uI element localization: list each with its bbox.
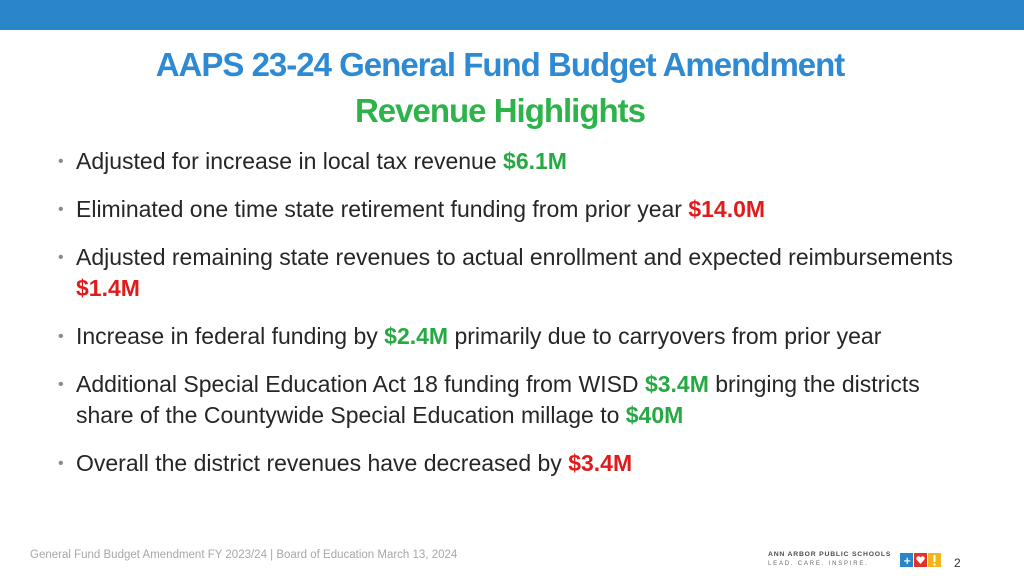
- bullet-text: Overall the district revenues have decre…: [76, 450, 569, 476]
- bullet-dot-icon: •: [58, 249, 64, 266]
- bullet-item: • Increase in federal funding by $2.4M p…: [58, 321, 958, 352]
- bullet-item: • Additional Special Education Act 18 fu…: [58, 369, 958, 431]
- footer-text: General Fund Budget Amendment FY 2023/24…: [30, 549, 458, 561]
- amount-negative: $3.4M: [568, 450, 633, 476]
- bullet-dot-icon: •: [58, 201, 64, 218]
- bullet-dot-icon: •: [58, 328, 64, 345]
- bullet-item: • Eliminated one time state retirement f…: [58, 194, 958, 225]
- bullet-text: primarily due to carryovers from prior y…: [448, 323, 882, 349]
- bullet-text: Adjusted for increase in local tax reven…: [76, 148, 504, 174]
- bullet-dot-icon: •: [58, 376, 64, 393]
- bullet-text: Eliminated one time state retirement fun…: [76, 196, 689, 222]
- bullet-item: • Adjusted remaining state revenues to a…: [58, 242, 958, 304]
- bullet-text: Additional Special Education Act 18 fund…: [76, 371, 645, 397]
- school-logo: ANN ARBOR PUBLIC SCHOOLS LEAD. CARE. INS…: [768, 551, 941, 571]
- slide-title: AAPS 23-24 General Fund Budget Amendment: [155, 46, 846, 83]
- logo-tagline: LEAD. CARE. INSPIRE.: [768, 561, 869, 567]
- amount-negative: $1.4M: [76, 275, 140, 301]
- bullet-text: Increase in federal funding by: [76, 323, 385, 349]
- amount-negative: $14.0M: [688, 196, 766, 222]
- bullet-list: • Adjusted for increase in local tax rev…: [58, 146, 958, 496]
- amount-positive: $3.4M: [644, 371, 709, 397]
- bullet-dot-icon: •: [58, 455, 64, 472]
- amount-positive: $2.4M: [384, 323, 449, 349]
- svg-text:+: +: [903, 556, 911, 567]
- bullet-text: bringing the districts share of the Coun…: [76, 371, 920, 428]
- slide-subtitle: Revenue Highlights: [354, 92, 646, 129]
- logo-name: ANN ARBOR PUBLIC SCHOOLS: [768, 551, 892, 558]
- amount-positive: $40M: [625, 402, 684, 428]
- page-number: 2: [954, 556, 961, 570]
- bullet-text: Adjusted remaining state revenues to act…: [76, 244, 954, 270]
- bullet-item: • Adjusted for increase in local tax rev…: [58, 146, 958, 177]
- bullet-item: • Overall the district revenues have dec…: [58, 448, 958, 479]
- logo-squares-icon: +: [900, 553, 941, 567]
- bullet-dot-icon: •: [58, 153, 64, 170]
- top-banner: [0, 0, 1024, 30]
- amount-positive: $6.1M: [503, 148, 567, 174]
